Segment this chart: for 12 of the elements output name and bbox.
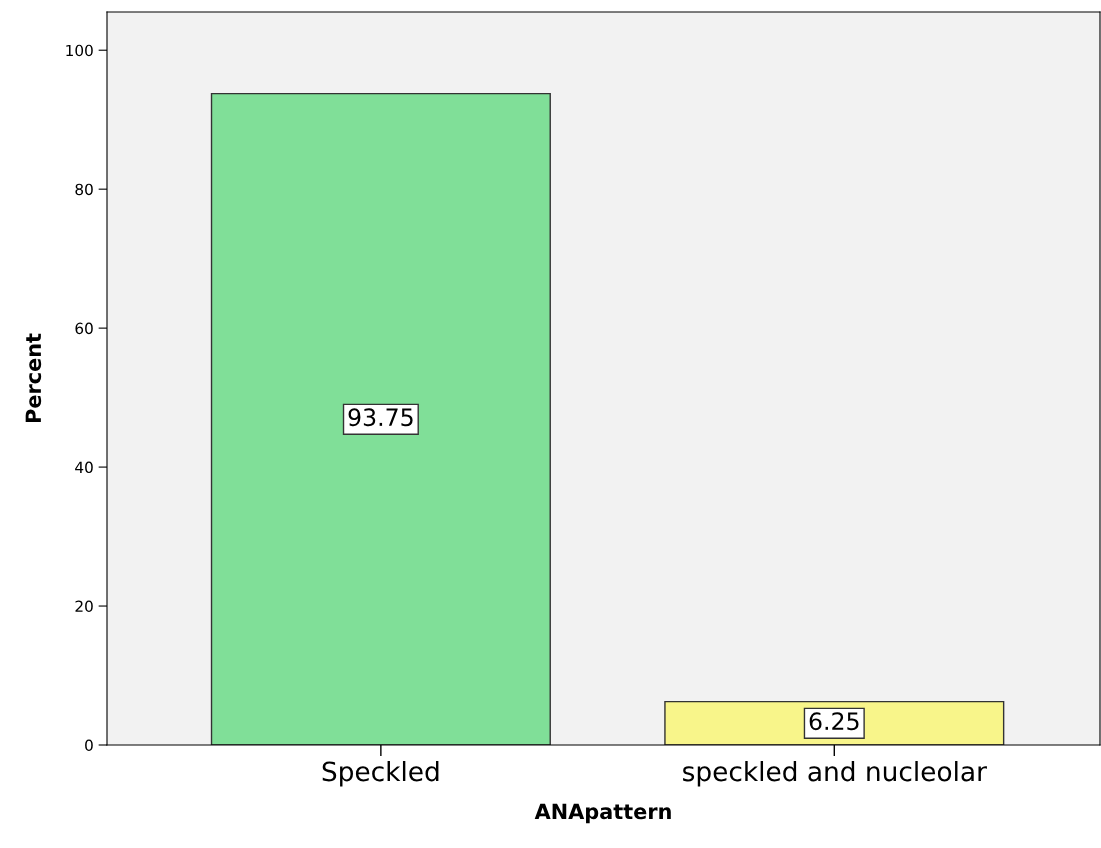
x-tick-label: speckled and nucleolar [683, 760, 987, 787]
y-axis-title: Percent [25, 333, 42, 423]
data-label: 6.25 [809, 712, 859, 731]
x-tick-label: Speckled [322, 760, 439, 787]
y-tick-label: 20 [75, 600, 93, 613]
y-tick-label: 0 [85, 739, 93, 752]
y-tick-label: 80 [75, 183, 93, 196]
y-tick-label: 100 [66, 44, 93, 57]
data-label: 93.75 [348, 408, 413, 427]
y-tick-label: 40 [75, 461, 93, 474]
y-tick-label: 60 [75, 322, 93, 335]
x-axis-title: ANApattern [534, 803, 671, 824]
